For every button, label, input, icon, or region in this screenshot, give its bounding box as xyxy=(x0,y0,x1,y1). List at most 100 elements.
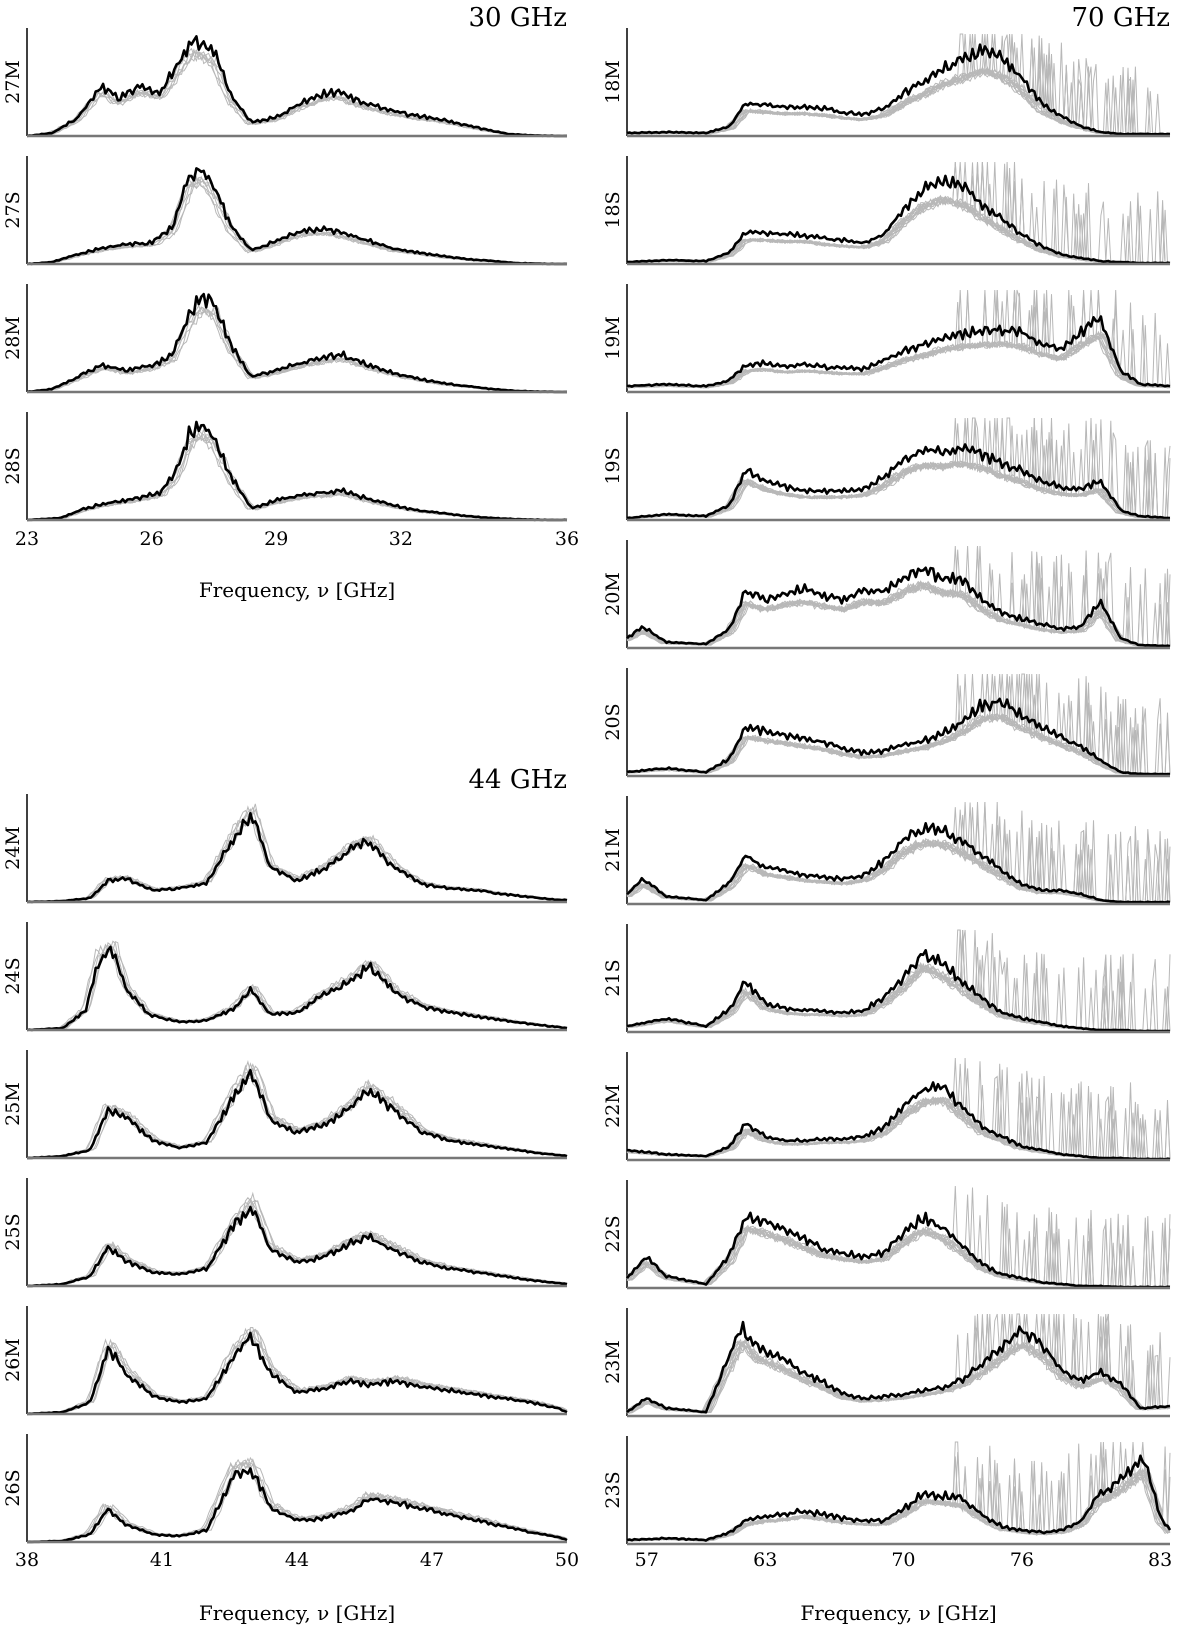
reference-trace xyxy=(26,177,567,265)
detector-label: 20S xyxy=(602,703,624,740)
reference-trace xyxy=(626,66,1171,136)
detector-trace-23S xyxy=(626,1454,1172,1542)
detector-trace-24M xyxy=(26,812,568,904)
panel-19M: 19M xyxy=(602,284,1171,394)
x-tick-label: 23 xyxy=(15,528,39,550)
reference-trace xyxy=(626,819,1171,904)
detector-label: 26S xyxy=(2,1469,24,1506)
panel-24M: 24M xyxy=(2,794,568,904)
x-tick-label: 57 xyxy=(635,1549,659,1571)
reference-trace xyxy=(626,423,1171,520)
panel-18S: 18S xyxy=(602,156,1171,266)
detector-label: 26M xyxy=(2,1338,24,1382)
reference-trace xyxy=(626,1441,1171,1542)
x-tick-label: 38 xyxy=(15,1549,39,1571)
detector-label: 27S xyxy=(2,191,24,228)
detector-label: 27M xyxy=(2,60,24,104)
detector-trace-22M xyxy=(627,1081,1171,1161)
detector-label: 19S xyxy=(602,447,624,484)
x-tick-label: 70 xyxy=(891,1549,915,1571)
detector-trace-25M xyxy=(26,1068,568,1160)
reference-trace xyxy=(26,1458,568,1543)
panel-25S: 25S xyxy=(2,1178,568,1288)
reference-trace xyxy=(26,434,568,521)
reference-trace xyxy=(26,304,567,393)
reference-trace xyxy=(26,177,568,265)
reference-trace xyxy=(26,306,568,393)
reference-trace xyxy=(27,1329,568,1415)
reference-trace xyxy=(26,809,568,903)
reference-trace xyxy=(626,417,1171,519)
reference-trace xyxy=(626,1441,1171,1542)
reference-trace xyxy=(26,803,568,903)
reference-trace xyxy=(626,419,1171,520)
detector-label: 21S xyxy=(602,959,624,996)
panel-20M: 20M xyxy=(602,540,1171,650)
reference-trace xyxy=(26,306,568,393)
reference-trace xyxy=(626,1441,1171,1542)
reference-trace xyxy=(26,1327,568,1415)
panel-27M: 27M xyxy=(2,28,568,138)
x-axis-label: Frequency, ν [GHz] xyxy=(800,1601,996,1625)
panel-26M: 26M xyxy=(2,1306,568,1416)
detector-label: 24M xyxy=(2,826,24,870)
reference-trace xyxy=(626,161,1171,265)
reference-trace xyxy=(26,1459,568,1543)
detector-trace-27S xyxy=(26,167,568,266)
x-tick-label: 44 xyxy=(285,1549,309,1571)
reference-trace xyxy=(627,417,1170,520)
reference-trace xyxy=(26,435,568,521)
detector-label: 22M xyxy=(602,1084,624,1128)
reference-trace xyxy=(626,1442,1170,1542)
detector-label: 18M xyxy=(602,60,624,104)
x-tick-label: 26 xyxy=(140,528,164,550)
reference-trace xyxy=(626,417,1171,520)
detector-trace-26M xyxy=(26,1331,568,1416)
reference-trace xyxy=(26,1328,568,1415)
band-title: 30 GHz xyxy=(469,3,568,33)
reference-trace xyxy=(627,417,1171,519)
detector-label: 22S xyxy=(602,1215,624,1252)
detector-trace-19S xyxy=(626,443,1171,520)
reference-trace xyxy=(27,306,568,393)
reference-trace xyxy=(626,289,1170,389)
reference-trace xyxy=(26,306,568,393)
detector-trace-28M xyxy=(26,292,567,394)
reference-trace xyxy=(626,417,1170,520)
panel-22M: 22M xyxy=(602,1052,1171,1162)
reference-trace xyxy=(626,53,1171,136)
x-tick-label: 29 xyxy=(264,528,288,550)
reference-trace xyxy=(27,808,568,903)
reference-trace xyxy=(26,1461,568,1543)
detector-trace-28S xyxy=(26,420,568,522)
x-tick-label: 36 xyxy=(555,528,579,550)
reference-trace xyxy=(26,51,567,137)
reference-trace xyxy=(626,1313,1171,1413)
panel-23M: 23M xyxy=(602,1308,1171,1418)
detector-label: 20M xyxy=(602,572,624,616)
reference-trace xyxy=(27,1326,568,1415)
reference-trace xyxy=(27,307,567,393)
panel-21M: 21M xyxy=(602,796,1171,906)
x-axis-label: Frequency, ν [GHz] xyxy=(199,1601,395,1625)
detector-label: 28M xyxy=(2,316,24,360)
detector-trace-21S xyxy=(626,949,1171,1033)
reference-trace xyxy=(26,1457,568,1543)
x-axis-label: Frequency, ν [GHz] xyxy=(199,578,395,602)
detector-trace-18M xyxy=(626,43,1171,136)
detector-trace-22S xyxy=(625,1211,1171,1289)
reference-trace xyxy=(626,33,1170,136)
reference-trace xyxy=(626,423,1171,520)
panel-28S: 28S xyxy=(2,412,568,522)
reference-trace xyxy=(626,829,1171,904)
reference-trace xyxy=(27,51,568,137)
detector-label: 25S xyxy=(2,1213,24,1250)
band-group-2: 70 GHz 18M 18S 19M 19S 20M 20S 21M 21S 22M 22S 23M 2… xyxy=(602,3,1172,1625)
panel-24S: 24S xyxy=(2,922,568,1032)
reference-trace xyxy=(26,1458,568,1543)
reference-trace xyxy=(26,805,568,903)
reference-trace xyxy=(26,1328,568,1415)
band-title: 70 GHz xyxy=(1072,3,1171,33)
reference-trace xyxy=(26,47,568,137)
